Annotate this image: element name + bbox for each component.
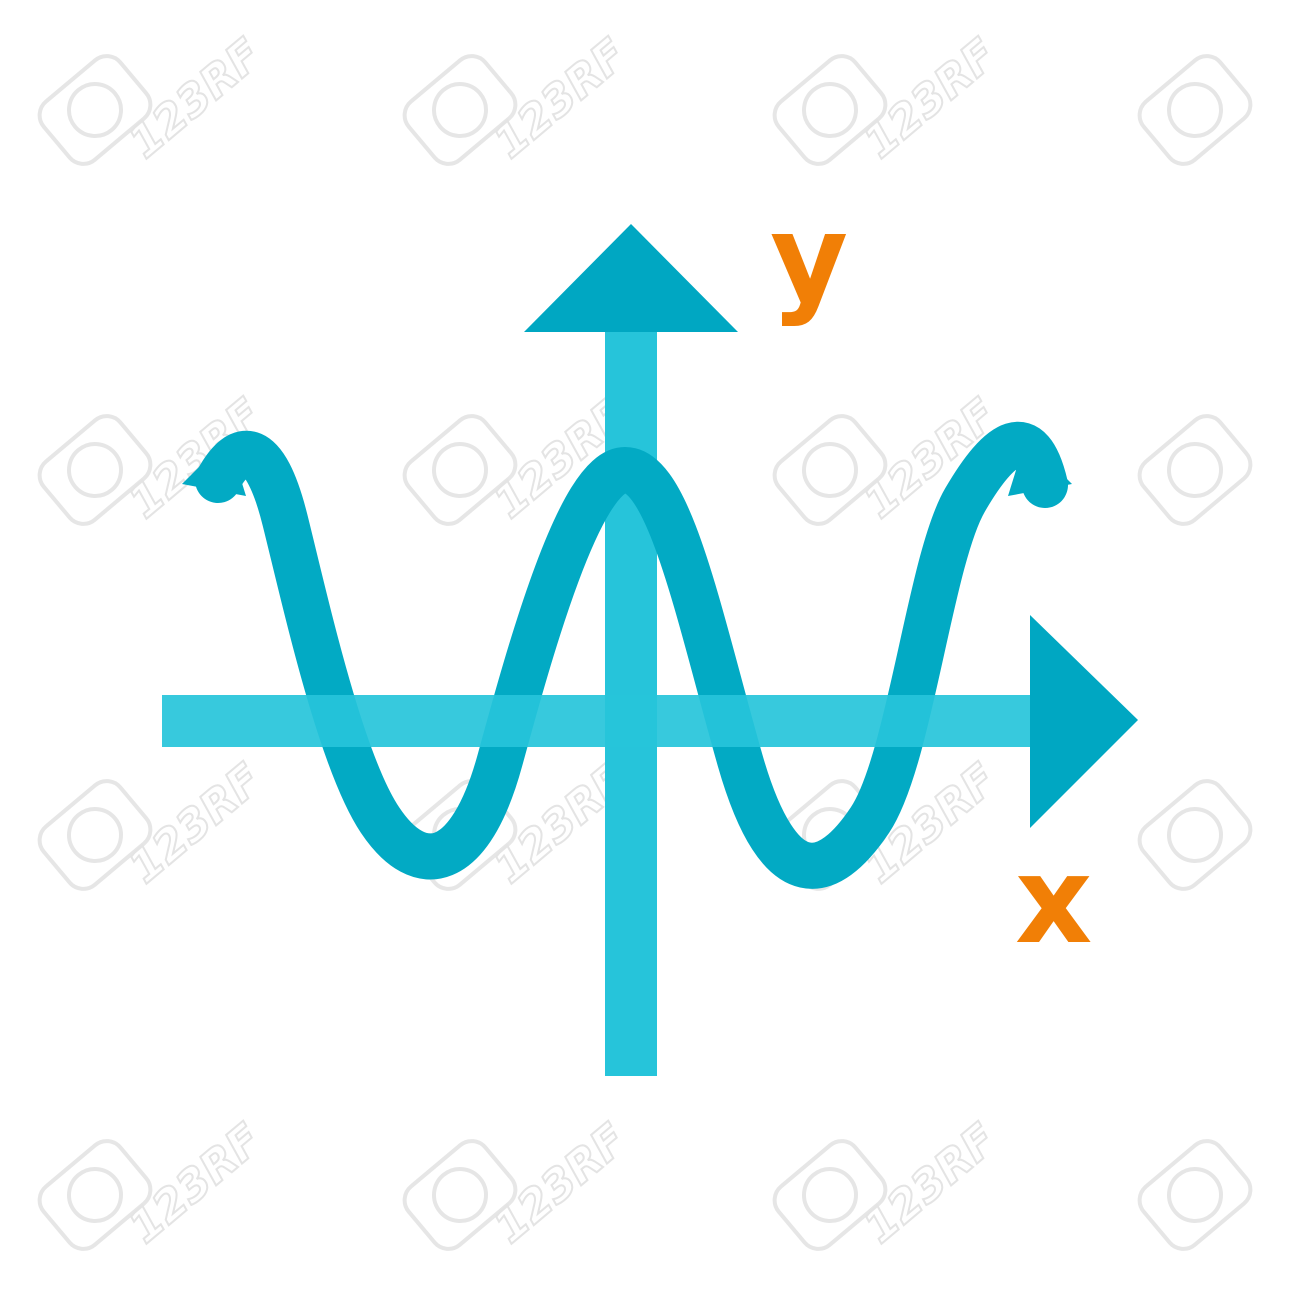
watermark-tile	[1137, 1139, 1253, 1251]
watermark-camera-icon	[432, 1167, 488, 1223]
watermark-text: 123RF	[119, 754, 271, 893]
watermark-camera-icon	[802, 1167, 858, 1223]
y-axis-arrowhead	[524, 224, 738, 332]
watermark-tile	[402, 54, 518, 166]
watermark-camera-body	[772, 54, 888, 166]
watermark-tile	[402, 414, 518, 526]
sine-wave-curve	[195, 422, 1068, 889]
watermark-text: 123RF	[119, 1114, 271, 1253]
watermark-tile	[772, 1139, 888, 1251]
watermark-camera-body	[37, 779, 153, 891]
watermark-camera-icon	[432, 442, 488, 498]
watermark-text: 123RF	[854, 1114, 1006, 1253]
watermark-camera-icon	[1167, 82, 1223, 138]
x-axis-line	[162, 695, 1040, 747]
watermark-camera-body	[772, 1139, 888, 1251]
wave-left-end-arrowhead	[182, 438, 246, 496]
watermark-camera-body	[37, 414, 153, 526]
watermark-tile	[1137, 779, 1253, 891]
y-axis-line	[605, 300, 657, 1076]
watermark-camera-icon	[67, 442, 123, 498]
watermark-tile	[1137, 54, 1253, 166]
watermark-camera-icon	[67, 1167, 123, 1223]
watermark-tile	[772, 414, 888, 526]
watermark-text: 123RF	[484, 29, 636, 168]
watermark-tile	[37, 414, 153, 526]
x-axis-arrowhead	[1030, 615, 1138, 828]
wave-right-end-arrowhead	[1008, 438, 1072, 496]
watermark-camera-body	[772, 414, 888, 526]
watermark-camera-body	[1137, 779, 1253, 891]
watermark-tile	[37, 54, 153, 166]
watermark-camera-body	[1137, 1139, 1253, 1251]
watermark-camera-icon	[432, 82, 488, 138]
watermark-tile	[772, 54, 888, 166]
watermark-camera-body	[1137, 54, 1253, 166]
watermark-camera-body	[37, 1139, 153, 1251]
watermark-tile	[37, 779, 153, 891]
watermark-camera-icon	[1167, 807, 1223, 863]
x-axis-label: x	[1015, 832, 1092, 971]
watermark-tile	[402, 1139, 518, 1251]
watermark-text: 123RF	[119, 29, 271, 168]
watermark-tile	[1137, 414, 1253, 526]
watermark-camera-icon	[67, 82, 123, 138]
watermark-text: 123RF	[854, 29, 1006, 168]
watermark-camera-body	[402, 414, 518, 526]
watermark-camera-body	[402, 1139, 518, 1251]
watermark-camera-body	[1137, 414, 1253, 526]
watermark-camera-icon	[802, 442, 858, 498]
watermark-text: 123RF	[484, 1114, 636, 1253]
watermark-camera-icon	[1167, 442, 1223, 498]
watermark-tile	[37, 1139, 153, 1251]
y-axis-label: y	[770, 190, 848, 329]
watermark-camera-body	[402, 54, 518, 166]
watermark-camera-icon	[802, 82, 858, 138]
watermark-camera-body	[37, 54, 153, 166]
watermark-camera-icon	[67, 807, 123, 863]
watermark-camera-icon	[1167, 1167, 1223, 1223]
